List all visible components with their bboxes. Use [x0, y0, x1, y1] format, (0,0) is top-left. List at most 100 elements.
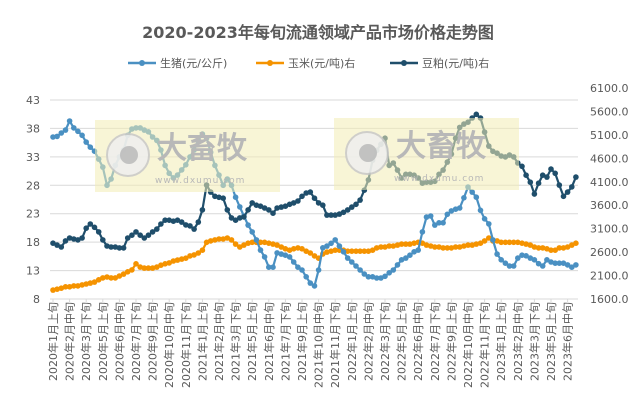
data-point [311, 253, 318, 259]
data-point [564, 262, 571, 268]
data-point [154, 226, 160, 232]
x-tick-label: 2023年5月上旬 [544, 302, 558, 381]
data-point [141, 265, 148, 271]
x-tick-label: 2022年10月中旬 [461, 302, 475, 388]
data-point [145, 265, 152, 271]
data-point [419, 229, 426, 235]
x-tick-label: 2022年3月下旬 [378, 302, 392, 381]
data-point [498, 257, 505, 263]
data-point [62, 284, 69, 290]
data-point [83, 139, 89, 145]
data-point [440, 220, 446, 226]
data-point [349, 259, 355, 265]
data-point [133, 261, 139, 267]
data-point [311, 195, 318, 201]
legend-label: 豆粕(元/吨)右 [422, 56, 489, 70]
data-point [270, 264, 276, 271]
watermark-url: www.dxumu.com [155, 176, 245, 186]
data-point [228, 215, 235, 221]
x-tick-label: 2021年7月下旬 [278, 302, 292, 381]
data-point [303, 274, 310, 280]
y-left-tick-label: 38 [26, 122, 40, 135]
data-point [149, 229, 156, 235]
data-point [486, 221, 492, 227]
watermark-pupil [359, 144, 377, 162]
data-point [448, 208, 455, 214]
data-point [382, 244, 388, 250]
data-point [145, 232, 152, 238]
data-point [295, 198, 301, 204]
data-point [386, 270, 393, 276]
data-point [465, 242, 471, 248]
y-left-tick-label: 13 [26, 265, 40, 278]
data-point [191, 252, 197, 258]
data-point [216, 194, 222, 201]
data-point [87, 280, 94, 286]
data-point [282, 252, 289, 258]
data-point [556, 245, 563, 251]
x-tick-label: 2022年11月下旬 [478, 302, 492, 388]
y-right-tick-label: 1600.0 [590, 293, 629, 306]
data-point [87, 144, 94, 150]
data-point [552, 170, 558, 177]
data-point [573, 240, 579, 246]
data-point [178, 219, 185, 225]
data-point [249, 200, 255, 206]
data-point [506, 263, 513, 269]
data-point [502, 260, 509, 267]
data-point [220, 195, 226, 201]
data-point [403, 241, 409, 247]
data-point [564, 244, 571, 250]
data-point [315, 267, 322, 273]
data-point [75, 237, 81, 243]
data-point [332, 212, 339, 218]
data-point [552, 260, 558, 267]
x-tick-label: 2021年2月中旬 [212, 302, 226, 381]
data-point [515, 239, 521, 246]
y-right-tick-label: 5600.0 [590, 105, 629, 118]
data-point [58, 130, 65, 136]
legend-swatch-marker [139, 60, 145, 66]
x-tick-label: 2022年6月中旬 [411, 302, 425, 381]
data-point [386, 243, 393, 249]
data-point [444, 211, 451, 218]
data-point [324, 249, 330, 255]
x-tick-label: 2020年6月中旬 [112, 302, 126, 381]
data-point [241, 214, 247, 220]
data-point [403, 255, 409, 261]
x-tick-label: 2022年1月上旬 [345, 302, 359, 381]
data-point [174, 257, 181, 263]
data-point [282, 203, 289, 209]
data-point [357, 267, 363, 273]
data-point [527, 179, 534, 185]
data-point [207, 238, 214, 244]
data-point [456, 205, 463, 211]
data-point [548, 259, 554, 265]
data-point [290, 246, 297, 252]
watermark-url: www.dxumu.com [394, 174, 484, 184]
watermark-pupil [120, 146, 138, 164]
y-axis-right: 6100.0 5600.0 5100.0 4600.0 4100.0 3600.0 3100… [590, 82, 629, 306]
data-point [62, 238, 69, 244]
data-point [519, 252, 525, 258]
x-tick-label: 2020年11月下旬 [179, 302, 193, 388]
data-point [299, 267, 305, 273]
data-point [266, 240, 272, 246]
data-point [340, 209, 347, 216]
x-tick-label: 2020年3月下旬 [79, 302, 93, 381]
y-right-tick-label: 2600.0 [590, 246, 629, 259]
x-tick-label: 2020年2月中旬 [63, 302, 77, 381]
data-point [91, 279, 98, 285]
data-point [95, 229, 102, 235]
data-point [523, 253, 529, 259]
x-tick-label: 2023年6月中旬 [561, 302, 575, 381]
data-point [257, 247, 264, 253]
legend-label: 玉米(元/吨)右 [288, 56, 355, 70]
data-point [481, 216, 488, 222]
legend-swatch-marker [267, 60, 273, 66]
data-point [552, 247, 558, 253]
data-point [456, 244, 463, 250]
data-point [556, 182, 563, 188]
watermark-logo: 大畜牧 www.dxumu.com [95, 120, 280, 192]
